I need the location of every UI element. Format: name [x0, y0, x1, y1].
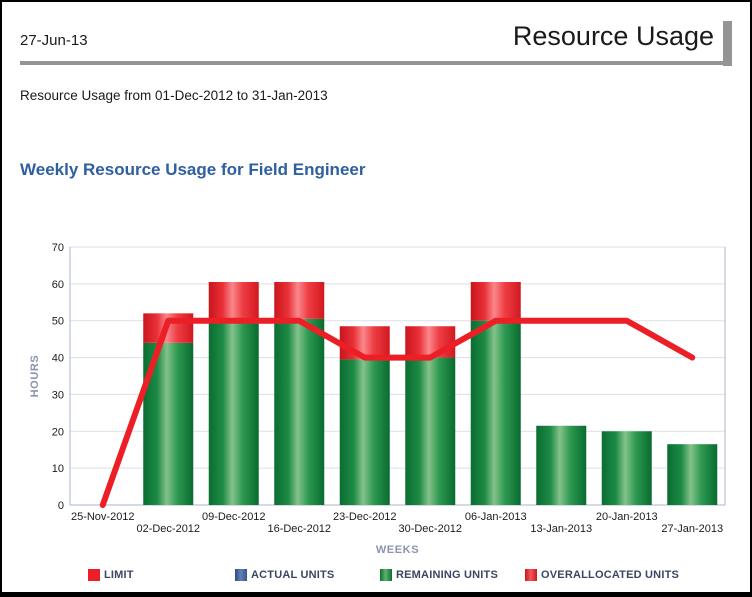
resource-usage-chart: 0 10 20 30 40 50 60 70 25-Nov-201202-Dec-201209-…	[29, 242, 726, 556]
bar-overallocated-units	[208, 282, 259, 323]
bar-remaining-units	[470, 320, 521, 505]
bar-remaining-units	[208, 322, 259, 505]
y-tick-label: 50	[52, 316, 64, 328]
legend-item-limit: LIMIT	[88, 569, 134, 581]
legend-item-actual-units: ACTUAL UNITS	[235, 569, 334, 581]
x-tick-label: 20-Jan-2013	[596, 511, 658, 523]
header-divider	[20, 61, 732, 65]
x-tick-label: 02-Dec-2012	[136, 523, 200, 535]
y-tick-label: 70	[52, 242, 64, 254]
y-tick-label: 40	[52, 353, 64, 365]
y-tick-label: 10	[52, 463, 64, 475]
bar-remaining-units	[601, 431, 652, 505]
legend-label: REMAINING UNITS	[396, 569, 498, 581]
y-axis-title: HOURS	[29, 355, 41, 398]
legend-item-overallocated-units: OVERALLOCATED UNITS	[525, 569, 679, 581]
legend-swatch-overallocated-units	[525, 569, 537, 581]
legend-swatch-remaining-units	[380, 569, 392, 581]
y-tick-label: 60	[52, 279, 64, 291]
y-tick-label: 0	[58, 500, 64, 512]
report-subtitle: Resource Usage from 01-Dec-2012 to 31-Ja…	[20, 88, 328, 103]
legend-swatch-actual-units	[235, 569, 247, 581]
bar-remaining-units	[536, 425, 587, 505]
bar-remaining-units	[274, 318, 325, 505]
y-tick-label: 20	[52, 426, 64, 438]
x-tick-label: 16-Dec-2012	[267, 523, 331, 535]
bar-remaining-units	[405, 357, 456, 505]
x-axis-title: WEEKS	[376, 544, 419, 556]
bar-remaining-units	[667, 444, 718, 505]
chart-title: Weekly Resource Usage for Field Engineer	[20, 160, 366, 179]
bar-remaining-units	[339, 359, 390, 505]
legend-label: OVERALLOCATED UNITS	[541, 569, 680, 581]
legend-label: ACTUAL UNITS	[251, 569, 335, 581]
y-tick-label: 30	[52, 389, 64, 401]
legend-swatch-limit	[88, 569, 100, 581]
x-tick-label: 23-Dec-2012	[333, 511, 397, 523]
bar-overallocated-units	[405, 326, 456, 358]
x-tick-label: 06-Jan-2013	[465, 511, 527, 523]
x-tick-label: 30-Dec-2012	[398, 523, 462, 535]
chart-legend: LIMIT ACTUAL UNITS REMAINING UNITS OVERALLO…	[2, 569, 750, 585]
chart-bars	[143, 282, 718, 505]
bar-overallocated-units	[274, 282, 325, 319]
header-accent-bar	[723, 21, 732, 66]
report-date: 27-Jun-13	[20, 32, 88, 49]
bar-overallocated-units	[470, 282, 521, 321]
report-title: Resource Usage	[512, 21, 714, 51]
x-tick-label: 25-Nov-2012	[71, 511, 135, 523]
limit-line-layer	[99, 317, 696, 508]
x-tick-label: 27-Jan-2013	[661, 523, 723, 535]
limit-line	[99, 317, 696, 508]
legend-item-remaining-units: REMAINING UNITS	[380, 569, 498, 581]
x-tick-label: 13-Jan-2013	[530, 523, 592, 535]
bar-overallocated-units	[339, 326, 390, 360]
legend-label: LIMIT	[104, 569, 134, 581]
x-tick-label: 09-Dec-2012	[202, 511, 266, 523]
chart-axis-labels: 0 10 20 30 40 50 60 70 25-Nov-201202-Dec-201209-…	[29, 242, 723, 556]
